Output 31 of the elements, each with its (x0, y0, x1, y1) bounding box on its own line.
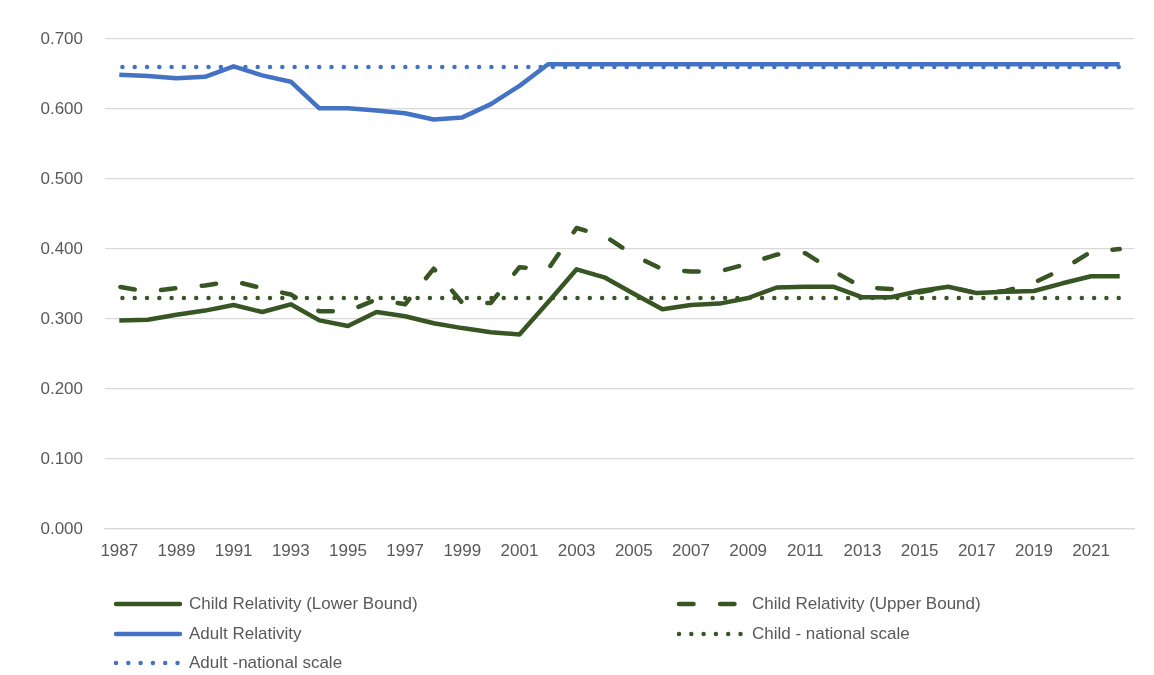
x-tick-label: 2015 (900, 540, 939, 560)
x-tick-label: 2017 (957, 540, 996, 560)
x-tick-label: 1987 (100, 540, 139, 560)
y-tick-label: 0.700 (40, 28, 83, 48)
x-tick-label: 2011 (787, 540, 824, 560)
x-tick-label: 2019 (1015, 540, 1053, 560)
y-tick-label: 0.600 (40, 98, 83, 118)
y-tick-label: 0.300 (40, 308, 83, 328)
x-tick-label: 2021 (1072, 540, 1111, 560)
legend-label: Adult -national scale (189, 653, 343, 673)
y-tick-label: 0.200 (40, 378, 83, 398)
legend-label: Child - national scale (752, 623, 910, 644)
legend-label: Child Relativity (Upper Bound) (752, 594, 981, 614)
y-tick-label: 0.000 (40, 518, 83, 538)
legend-label: Child Relativity (Lower Bound) (189, 594, 418, 614)
x-tick-label: 2003 (557, 540, 596, 560)
x-tick-label: 1989 (157, 540, 196, 560)
x-tick-label: 1991 (214, 540, 253, 560)
x-tick-label: 2001 (500, 540, 539, 560)
x-tick-label: 2013 (843, 540, 882, 560)
x-tick-label: 2009 (729, 540, 768, 560)
y-tick-label: 0.400 (40, 238, 83, 258)
legend-label: Adult Relativity (189, 623, 302, 644)
x-tick-label: 2005 (614, 540, 653, 560)
x-tick-label: 1995 (329, 540, 367, 560)
x-tick-label: 1997 (386, 540, 425, 560)
x-tick-label: 2007 (672, 540, 710, 560)
x-tick-label: 1993 (271, 540, 310, 560)
y-tick-label: 0.500 (40, 168, 83, 188)
y-tick-label: 0.100 (40, 448, 83, 468)
x-tick-label: 1999 (443, 540, 482, 560)
